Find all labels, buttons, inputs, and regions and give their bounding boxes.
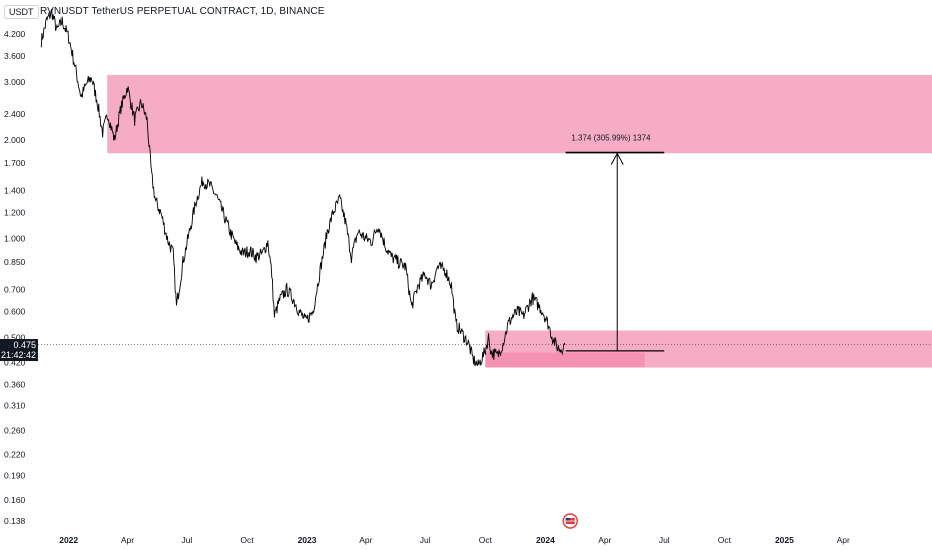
price-series [38, 8, 932, 367]
y-tick-label: 0.360 [4, 379, 26, 389]
last-price-badge: 0.475 21:42:42 [0, 338, 38, 361]
y-tick-label: 1.400 [4, 186, 26, 196]
y-tick-label: 4.200 [4, 29, 26, 39]
x-tick-label: Oct [718, 535, 732, 545]
x-tick-label: 2022 [59, 535, 78, 545]
x-tick-label: Oct [240, 535, 254, 545]
y-tick-label: 0.260 [4, 426, 26, 436]
last-price-value: 0.475 [13, 339, 36, 350]
x-axis: 2022 Apr Jul Oct 2023 Apr Jul Oct 2024 Apr Jul Oct 2… [59, 535, 850, 545]
y-tick-label: 0.600 [4, 306, 26, 316]
zone-0 [107, 75, 932, 154]
x-tick-label: 2024 [536, 535, 555, 545]
zone-2 [485, 352, 645, 368]
x-tick-label: Apr [837, 535, 850, 545]
y-tick-label: 3.600 [4, 51, 26, 61]
x-tick-label: 2025 [775, 535, 794, 545]
y-tick-label: 1.200 [4, 208, 26, 218]
measure-arrow-head [610, 152, 624, 165]
supply-demand-zones [107, 75, 932, 368]
x-tick-label: Jul [420, 535, 431, 545]
y-tick-label: 3.000 [4, 77, 26, 87]
x-tick-label: Apr [121, 535, 134, 545]
countdown-timer: 21:42:42 [0, 349, 36, 360]
y-tick-label: 0.220 [4, 450, 26, 460]
flag-icon[interactable] [562, 513, 578, 529]
y-tick-label: 0.700 [4, 284, 26, 294]
flag-canton [565, 518, 570, 521]
x-tick-label: Jul [181, 535, 192, 545]
y-tick-label: 0.190 [4, 470, 26, 480]
y-tick-label: 2.400 [4, 109, 26, 119]
measure-label: 1.374 (305.99%) 1374 [571, 134, 651, 143]
x-tick-label: Jul [659, 535, 670, 545]
y-tick-label: 0.138 [4, 516, 26, 526]
y-tick-label: 0.310 [4, 401, 26, 411]
chart-title: RVNUSDT TetherUS PERPETUAL CONTRACT, 1D,… [40, 6, 325, 17]
y-tick-label: 0.500 [4, 332, 26, 342]
y-tick-label: 1.700 [4, 158, 26, 168]
x-tick-label: Apr [598, 535, 611, 545]
x-tick-label: Apr [359, 535, 372, 545]
y-tick-label: 1.000 [4, 234, 26, 244]
y-tick-label: 0.420 [4, 357, 26, 367]
y-axis: 4.200 3.600 3.000 2.400 2.000 1.700 1.400 1.200… [4, 29, 26, 526]
price-line [40, 8, 566, 367]
x-tick-label: Oct [479, 535, 493, 545]
currency-badge[interactable]: USDT [4, 5, 39, 19]
y-tick-label: 0.850 [4, 257, 26, 267]
y-tick-label: 2.000 [4, 135, 26, 145]
measure-tool[interactable]: 1.374 (305.99%) 1374 [565, 134, 665, 352]
y-tick-label: 0.160 [4, 495, 26, 505]
x-tick-label: 2023 [298, 535, 317, 545]
